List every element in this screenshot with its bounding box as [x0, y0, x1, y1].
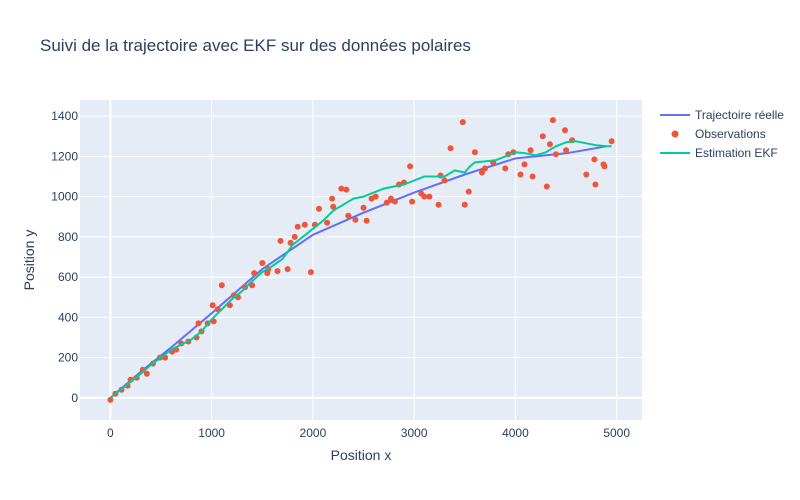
legend-label: Estimation EKF [695, 146, 778, 160]
x-tick-label: 4000 [502, 426, 529, 440]
legend-item[interactable]: Observations [671, 127, 766, 141]
observation-point [195, 320, 202, 327]
observation-point [363, 217, 370, 224]
observation-point [546, 141, 553, 148]
axis-ticks: 0 1000 2000 3000 4000 5000 0 200 400 600 800 1000 12… [51, 109, 630, 440]
observation-point [338, 185, 345, 192]
observation-point [517, 171, 524, 178]
observation-point [608, 138, 615, 145]
y-tick-label: 1000 [51, 190, 78, 204]
x-tick-label: 1000 [198, 426, 225, 440]
observation-point [291, 233, 298, 240]
x-tick-label: 0 [107, 426, 114, 440]
x-tick-label: 3000 [401, 426, 428, 440]
observation-point [360, 204, 367, 211]
y-tick-label: 800 [58, 230, 78, 244]
observation-point [345, 212, 352, 219]
observation-point [329, 195, 336, 202]
observation-point [461, 201, 468, 208]
observation-point [435, 201, 442, 208]
observation-point [465, 188, 472, 195]
observation-point [447, 145, 454, 152]
x-tick-label: 5000 [603, 426, 630, 440]
observation-point [391, 198, 398, 205]
observation-point [539, 133, 546, 140]
observation-point [562, 127, 568, 134]
observation-point [259, 260, 266, 266]
plot-area [80, 100, 642, 420]
observation-point [543, 183, 550, 190]
legend-label: Observations [695, 127, 766, 141]
y-tick-label: 200 [58, 351, 78, 365]
legend-item[interactable]: Trajectoire réelle [660, 108, 784, 122]
y-tick-label: 0 [71, 391, 78, 405]
observation-point [601, 163, 608, 170]
observation-point [343, 186, 350, 193]
observation-point [592, 181, 599, 188]
observation-point [251, 270, 258, 277]
observation-point [563, 147, 570, 154]
observation-point [352, 216, 359, 223]
observation-point [277, 237, 284, 244]
observation-point [284, 266, 291, 273]
observation-point [301, 221, 308, 228]
observation-point [294, 223, 301, 230]
legend-marker-swatch [671, 130, 679, 138]
observation-point [372, 193, 379, 200]
observation-point [143, 370, 150, 377]
observation-point [421, 193, 428, 200]
observation-point [316, 205, 322, 212]
legend-label: Trajectoire réelle [695, 108, 784, 122]
observation-point [471, 149, 478, 156]
observation-point [482, 165, 488, 172]
observation-point [330, 203, 337, 210]
observation-point [459, 119, 466, 126]
observation-point [527, 147, 534, 154]
legend[interactable]: Trajectoire réelle Observations Estimation… [660, 108, 784, 160]
grid-lines [80, 100, 642, 420]
observation-point [274, 268, 281, 275]
observation-point [383, 199, 390, 206]
observation-point [549, 117, 556, 124]
observation-point [441, 177, 448, 184]
y-tick-label: 1400 [51, 109, 78, 123]
chart-title: Suivi de la trajectoire avec EKF sur des… [40, 36, 471, 55]
y-axis-label: Position y [21, 230, 37, 291]
observation-point [426, 193, 433, 200]
observation-point [409, 198, 416, 205]
observation-point [407, 163, 414, 170]
observation-point [502, 165, 509, 172]
observation-point [307, 269, 314, 276]
series-layer [107, 117, 615, 403]
x-tick-label: 2000 [300, 426, 327, 440]
x-axis-label: Position x [331, 447, 392, 463]
legend-item[interactable]: Estimation EKF [660, 146, 778, 160]
observation-point [521, 161, 528, 168]
observation-point [591, 156, 598, 163]
series-line-0 [109, 145, 607, 399]
observation-point [218, 282, 225, 289]
observation-point [209, 302, 216, 309]
series-line-2 [109, 140, 612, 399]
y-tick-label: 400 [58, 310, 78, 324]
y-tick-label: 600 [58, 270, 78, 284]
y-tick-label: 1200 [51, 149, 78, 163]
observation-point [107, 396, 114, 403]
observation-point [479, 169, 485, 176]
observation-point [583, 171, 590, 178]
observation-point [552, 151, 559, 158]
observation-point [324, 219, 331, 226]
observation-point [529, 173, 536, 180]
